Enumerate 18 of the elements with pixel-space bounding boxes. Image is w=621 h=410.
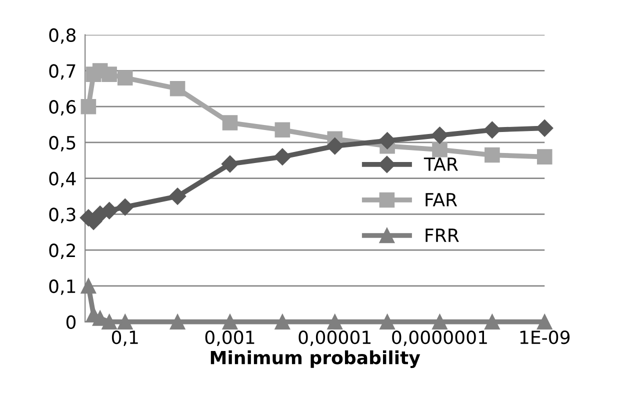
y-tick-label: 0,7	[49, 64, 76, 80]
x-tick-label: 1E-09	[520, 330, 570, 344]
x-tick-label: 0,0000001	[392, 330, 487, 346]
legend-label: TAR	[424, 158, 458, 171]
y-tick-label: 0,6	[49, 100, 76, 116]
x-axis-title: Minimum probability	[210, 350, 420, 368]
y-tick-label: 0,3	[49, 208, 76, 224]
y-tick-label: 0	[66, 315, 76, 329]
legend-label: FRR	[426, 228, 459, 242]
legend-label: FAR	[426, 193, 458, 206]
y-tick-label: 0,8	[49, 28, 76, 44]
y-tick-label: 0,5	[49, 136, 76, 152]
y-tick-label: 0,1	[49, 279, 76, 295]
x-tick-label: 0,00001	[298, 330, 371, 346]
x-tick-label: 0,1	[112, 330, 138, 346]
x-tick-label: 0,001	[205, 330, 254, 346]
y-tick-label: 0,2	[49, 244, 75, 260]
y-tick-label: 0,4	[49, 172, 76, 188]
